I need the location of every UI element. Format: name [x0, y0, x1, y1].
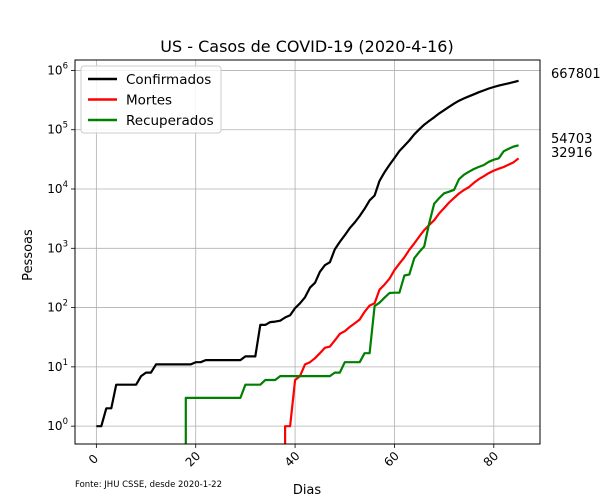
- source-note: Fonte: JHU CSSE, desde 2020-1-22: [75, 480, 222, 490]
- legend-label: Mortes: [126, 93, 172, 109]
- y-tick-label: 100: [47, 417, 68, 433]
- legend-label: Confirmados: [126, 72, 211, 88]
- y-axis-ticks: 100 101 102 103 104 105 106: [47, 61, 75, 433]
- x-tick-label: 20: [183, 449, 204, 470]
- legend-box: [80, 65, 222, 134]
- chart-title: US - Casos de COVID-19 (2020-4-16): [160, 37, 453, 56]
- x-axis-ticks: 0 20 40 60 80: [86, 444, 501, 470]
- x-axis-title: Dias: [293, 483, 322, 498]
- end-label: 667801: [551, 67, 600, 82]
- series-line-mortes: [284, 157, 520, 444]
- legend-label: Recuperados: [126, 113, 214, 129]
- y-tick-label: 101: [47, 358, 68, 374]
- y-axis-title: Pessoas: [21, 229, 36, 281]
- y-tick-label: 102: [47, 299, 68, 315]
- x-tick-label: 0: [86, 452, 101, 467]
- plot-frame: [74, 59, 541, 445]
- series-layer: [96, 79, 520, 444]
- legend: Confirmados Mortes Recuperados: [80, 65, 222, 134]
- y-tick-label: 106: [47, 61, 68, 77]
- y-tick-label: 104: [47, 180, 68, 196]
- x-tick-label: 40: [282, 449, 303, 470]
- series-line-confirmados: [96, 79, 519, 428]
- x-tick-label: 80: [481, 449, 502, 470]
- series-line-recuperados: [184, 144, 519, 444]
- y-tick-label: 103: [47, 239, 68, 255]
- y-tick-label: 105: [47, 121, 68, 137]
- end-label: 32916: [551, 146, 592, 161]
- end-label: 54703: [551, 132, 592, 147]
- x-tick-label: 60: [381, 449, 402, 470]
